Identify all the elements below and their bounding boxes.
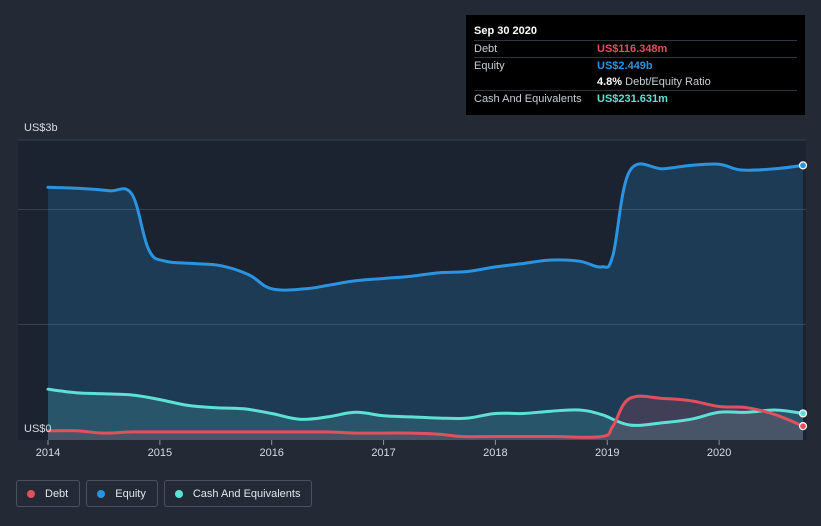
- tooltip-row-ratio: 4.8% Debt/Equity Ratio: [474, 74, 797, 90]
- tooltip-row-equity: Equity US$2.449b: [474, 57, 797, 74]
- cash-dot-icon: [174, 489, 183, 498]
- tooltip-row-cash: Cash And Equivalents US$231.631m: [474, 90, 797, 107]
- x-tick-label-2020: 2020: [707, 447, 731, 459]
- equity-line: [46, 162, 805, 292]
- x-tick-label-2014: 2014: [36, 447, 60, 459]
- legend-toggle-debt[interactable]: Debt: [16, 480, 81, 507]
- legend-toggle-equity[interactable]: Equity: [86, 480, 158, 507]
- plot-background: [18, 140, 806, 440]
- debt-line: [46, 394, 805, 439]
- chart-legend: Debt Equity Cash And Equivalents: [16, 480, 313, 507]
- equity-endpoint: [798, 161, 808, 170]
- cash-and-equivalents-area: [48, 389, 803, 440]
- series-endpoints: [798, 161, 808, 431]
- debt-dot-icon: [27, 489, 35, 498]
- cash-and-equivalents-line: [46, 387, 805, 427]
- series-areas: [48, 163, 803, 441]
- tooltip-equity-label: Equity: [474, 60, 505, 72]
- tooltip-equity-value: US$2.449b: [597, 60, 653, 72]
- cash-and-equivalents-endpoint: [798, 409, 808, 418]
- tooltip-debt-value: US$116.348m: [597, 43, 668, 55]
- equity-dot-icon: [97, 489, 106, 498]
- gridlines: [18, 139, 806, 325]
- legend-toggle-cash[interactable]: Cash And Equivalents: [163, 480, 313, 507]
- tooltip-debt-label: Debt: [474, 43, 498, 55]
- tooltip-cash-value: US$231.631m: [597, 93, 668, 105]
- x-tick-label-2018: 2018: [483, 447, 507, 459]
- data-tooltip: Sep 30 2020 Debt US$116.348m Equity US$2…: [466, 15, 805, 115]
- tooltip-ratio-label: Debt/Equity Ratio: [625, 76, 711, 88]
- equity-area: [48, 163, 803, 441]
- tooltip-ratio-value: 4.8%: [597, 76, 623, 88]
- series-lines: [46, 162, 805, 439]
- x-tick-label-2019: 2019: [595, 447, 619, 459]
- y-axis-top-label: US$3b: [24, 122, 58, 134]
- tooltip-date: Sep 30 2020: [474, 25, 537, 37]
- legend-debt-label: Debt: [45, 487, 69, 500]
- tooltip-cash-label: Cash And Equivalents: [474, 93, 582, 105]
- legend-cash-label: Cash And Equivalents: [192, 487, 301, 500]
- y-axis-bottom-label: US$0: [24, 423, 52, 435]
- x-tick-label-2015: 2015: [148, 447, 172, 459]
- debt-endpoint: [798, 422, 808, 431]
- legend-equity-label: Equity: [115, 487, 146, 500]
- x-axis-ticks: 2014 2015 2016 2017 2018 2019 2020: [36, 440, 731, 459]
- x-tick-label-2016: 2016: [259, 447, 283, 459]
- debt-area: [48, 396, 803, 440]
- tooltip-row-debt: Debt US$116.348m: [474, 40, 797, 57]
- x-tick-label-2017: 2017: [371, 447, 395, 459]
